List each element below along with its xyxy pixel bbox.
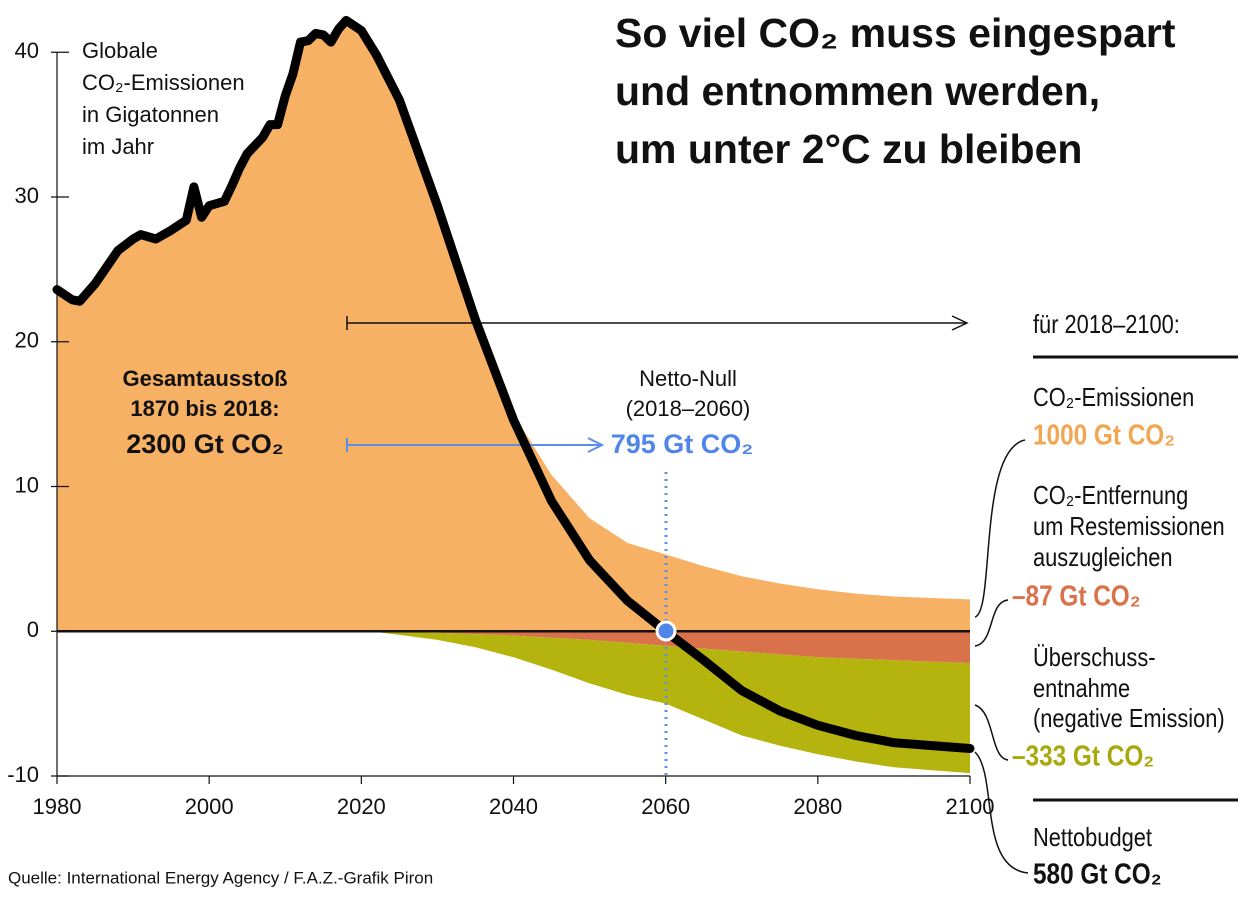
annotation: CO₂-Emissionen (1033, 383, 1194, 412)
y-tick-label: 0 (27, 617, 39, 642)
annotation: 1870 bis 2018: (130, 396, 279, 421)
y-tick-label: 20 (15, 328, 39, 353)
annotation: (2018–2060) (626, 396, 751, 421)
net-zero-arrow (346, 437, 668, 776)
y-axis-label: in Gigatonnen (82, 102, 219, 127)
annotation: um Restemissionen (1033, 512, 1225, 541)
annotation: Überschuss- (1033, 643, 1156, 672)
title: und entnommen werden, (615, 68, 1100, 114)
annotation: 1000 Gt CO₂ (1033, 419, 1175, 451)
area (361, 631, 970, 664)
y-axis-label: Globale (82, 38, 158, 63)
annotation: 795 Gt CO₂ (611, 429, 754, 459)
y-tick-label: 10 (15, 472, 39, 497)
annotation: Netto-Null (639, 366, 737, 391)
x-tick-label: 1980 (33, 794, 82, 819)
y-tick-label: 40 (15, 38, 39, 63)
source: Quelle: International Energy Agency / F.… (8, 868, 433, 887)
title: So viel CO₂ muss eingespart (615, 10, 1176, 56)
period-arrow (346, 315, 969, 331)
annotation: 580 Gt CO₂ (1033, 858, 1162, 890)
area (361, 631, 970, 774)
annotation: entnahme (1033, 674, 1130, 703)
y-tick-label: 30 (15, 183, 39, 208)
annotation: Nettobudget (1033, 823, 1152, 852)
y-tick-label: -10 (7, 762, 39, 787)
y-axis-label: CO₂-Emissionen (82, 70, 245, 95)
x-tick-label: 2020 (337, 794, 386, 819)
net-zero-point (655, 620, 677, 642)
annotation: –87 Gt CO₂ (1012, 580, 1141, 612)
line (52, 15, 975, 753)
x-tick-label: 2060 (641, 794, 690, 819)
annotation: (negative Emission) (1033, 704, 1225, 733)
x-tick-label: 2100 (946, 794, 995, 819)
annotation: 2300 Gt CO₂ (126, 429, 284, 459)
annotation: auszugleichen (1033, 543, 1173, 572)
annotation: für 2018–2100: (1033, 310, 1180, 339)
y-axis-label: im Jahr (82, 134, 154, 159)
title: um unter 2°C zu bleiben (615, 126, 1082, 172)
connectors (974, 355, 1238, 874)
x-tick-label: 2000 (185, 794, 234, 819)
annotation: CO₂-Entfernung (1033, 481, 1188, 510)
annotation: –333 Gt CO₂ (1012, 740, 1154, 772)
annotation: Gesamtausstoß (122, 366, 287, 391)
x-tick-label: 2040 (489, 794, 538, 819)
x-tick-label: 2080 (793, 794, 842, 819)
